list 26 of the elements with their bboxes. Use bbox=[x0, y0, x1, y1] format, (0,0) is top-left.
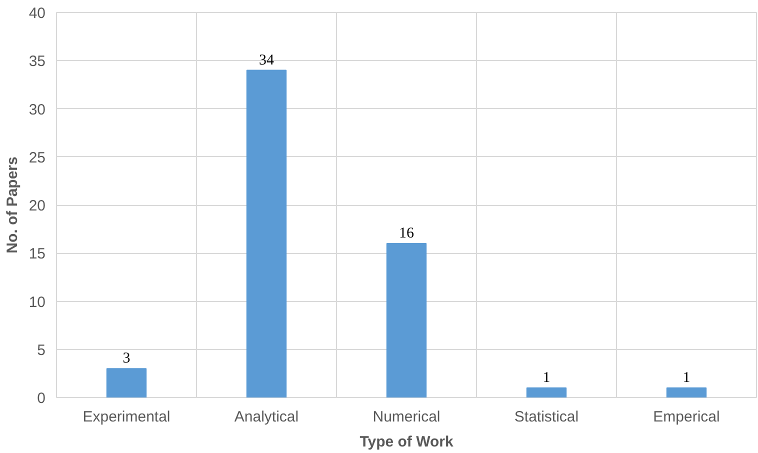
x-tick-label: Experimental bbox=[82, 408, 170, 426]
bar bbox=[666, 387, 707, 398]
bar bbox=[526, 387, 567, 398]
x-tick-label: Analytical bbox=[234, 408, 299, 426]
y-tick-label: 15 bbox=[28, 246, 46, 263]
x-axis-title: Type of Work bbox=[360, 434, 454, 450]
x-tick-label: Emperical bbox=[653, 408, 720, 426]
y-tick-label: 25 bbox=[28, 149, 46, 166]
data-label: 1 bbox=[682, 370, 690, 386]
y-tick-label: 10 bbox=[28, 294, 46, 311]
bar bbox=[386, 243, 427, 398]
data-label: 1 bbox=[542, 370, 550, 386]
data-label: 16 bbox=[399, 226, 414, 242]
y-tick-label: 20 bbox=[28, 198, 46, 214]
y-tick-label: 35 bbox=[28, 53, 46, 70]
data-label: 34 bbox=[259, 52, 274, 68]
x-tick-label: Numerical bbox=[372, 408, 440, 426]
y-tick-label: 5 bbox=[37, 342, 46, 359]
y-tick-label: 40 bbox=[28, 5, 46, 22]
x-tick-label: Statistical bbox=[514, 408, 579, 426]
y-tick-label: 0 bbox=[37, 390, 46, 407]
data-label: 3 bbox=[122, 350, 130, 367]
y-axis-title: No. of Papers bbox=[4, 156, 21, 254]
y-tick-label: 30 bbox=[28, 101, 46, 118]
bar bbox=[246, 70, 287, 398]
bar bbox=[106, 368, 147, 398]
